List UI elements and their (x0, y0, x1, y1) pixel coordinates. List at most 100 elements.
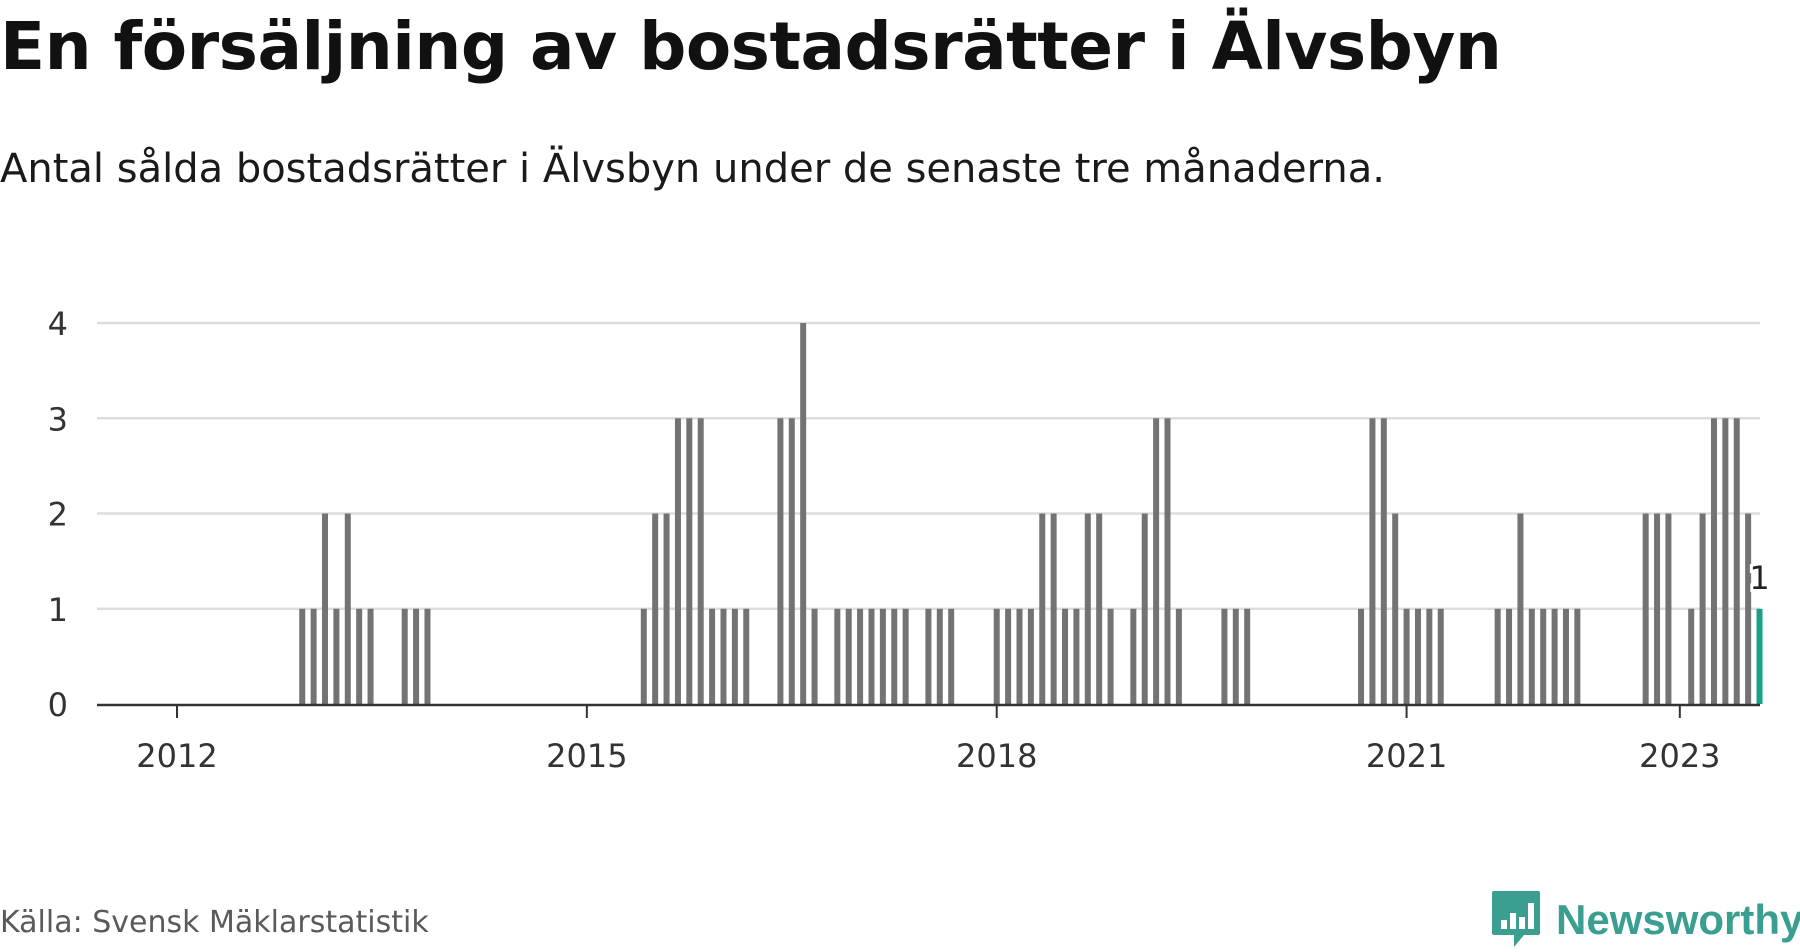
bar (1369, 418, 1376, 704)
x-axis-ticks: 2012 2015 2018 2021 2023 (136, 706, 1721, 775)
bar (743, 608, 750, 704)
chart-title: En försäljning av bostadsrätter i Älvsby… (0, 8, 1502, 85)
bar-chart: 0 1 2 3 4 2012 2015 2018 2021 2023 1 (48, 305, 1773, 775)
bar (1426, 608, 1433, 704)
chart-subtitle: Antal sålda bostadsrätter i Älvsbyn unde… (0, 146, 1385, 192)
newsworthy-logo-icon (1492, 891, 1540, 947)
bar (1358, 608, 1365, 704)
bar (401, 608, 408, 704)
bar (333, 608, 340, 704)
bar (731, 608, 738, 704)
bar (845, 608, 852, 704)
bar (857, 608, 864, 704)
bar (1699, 513, 1706, 704)
bar (344, 513, 351, 704)
bar (640, 608, 647, 704)
bar (902, 608, 909, 704)
x-tick-label: 2023 (1639, 737, 1720, 775)
y-tick-label: 3 (48, 400, 68, 438)
bar (322, 513, 329, 704)
bar (834, 608, 841, 704)
bar (686, 418, 693, 704)
bar (1027, 608, 1034, 704)
bar (1073, 608, 1080, 704)
bar (1084, 513, 1091, 704)
y-tick-label: 2 (48, 496, 68, 534)
x-tick-label: 2012 (136, 737, 217, 775)
source-note: Källa: Svensk Mäklarstatistik (0, 905, 429, 940)
bar-latest (1756, 608, 1763, 704)
bar (1062, 608, 1069, 704)
x-tick-label: 2021 (1366, 737, 1447, 775)
bar (993, 608, 1000, 704)
bar (367, 608, 374, 704)
bar (800, 323, 807, 704)
bar (1164, 418, 1171, 704)
bar (936, 608, 943, 704)
x-tick-label: 2018 (956, 737, 1037, 775)
bar (1414, 608, 1421, 704)
bar (424, 608, 431, 704)
bar (1733, 418, 1740, 704)
bar (720, 608, 727, 704)
bar (1392, 513, 1399, 704)
bar (1494, 608, 1501, 704)
bar (1175, 608, 1182, 704)
bar (1153, 418, 1160, 704)
bar (1540, 608, 1547, 704)
bar (1517, 513, 1524, 704)
y-tick-label: 0 (48, 686, 68, 724)
data-labels: 1 (1746, 556, 1772, 600)
brand-logo[interactable]: Newsworthy (1490, 888, 1800, 952)
bar (1506, 608, 1513, 704)
bar (879, 608, 886, 704)
bar (1528, 608, 1535, 704)
bar (948, 608, 955, 704)
bar (1710, 418, 1717, 704)
bar (1221, 608, 1228, 704)
bar (1745, 513, 1752, 704)
brand-name: Newsworthy (1556, 896, 1800, 943)
bar (1141, 513, 1148, 704)
bar (1005, 608, 1012, 704)
bar (674, 418, 681, 704)
bar (1665, 513, 1672, 704)
y-tick-label: 1 (48, 591, 68, 629)
bar (663, 513, 670, 704)
bar (413, 608, 420, 704)
bar (1380, 418, 1387, 704)
bars (299, 323, 1763, 704)
y-axis-ticks: 0 1 2 3 4 (48, 305, 68, 724)
x-tick-label: 2015 (546, 737, 627, 775)
bar (777, 418, 784, 704)
last-value-label: 1 (1749, 559, 1769, 597)
bar (356, 608, 363, 704)
bar (1050, 513, 1057, 704)
bar (310, 608, 317, 704)
bar (868, 608, 875, 704)
bar (1574, 608, 1581, 704)
bar (1688, 608, 1695, 704)
bar (1039, 513, 1046, 704)
bar (1437, 608, 1444, 704)
y-tick-label: 4 (48, 305, 68, 343)
bar (709, 608, 716, 704)
bar (1232, 608, 1239, 704)
bar (697, 418, 704, 704)
bar (1244, 608, 1251, 704)
bar (1130, 608, 1137, 704)
bar (925, 608, 932, 704)
bar (1096, 513, 1103, 704)
bar (652, 513, 659, 704)
bar (1403, 608, 1410, 704)
bar (1016, 608, 1023, 704)
bar (1722, 418, 1729, 704)
bar (788, 418, 795, 704)
bar (1107, 608, 1114, 704)
bar (1562, 608, 1569, 704)
bar (1642, 513, 1649, 704)
bar (299, 608, 306, 704)
bar (1551, 608, 1558, 704)
bar (1654, 513, 1661, 704)
bar (891, 608, 898, 704)
